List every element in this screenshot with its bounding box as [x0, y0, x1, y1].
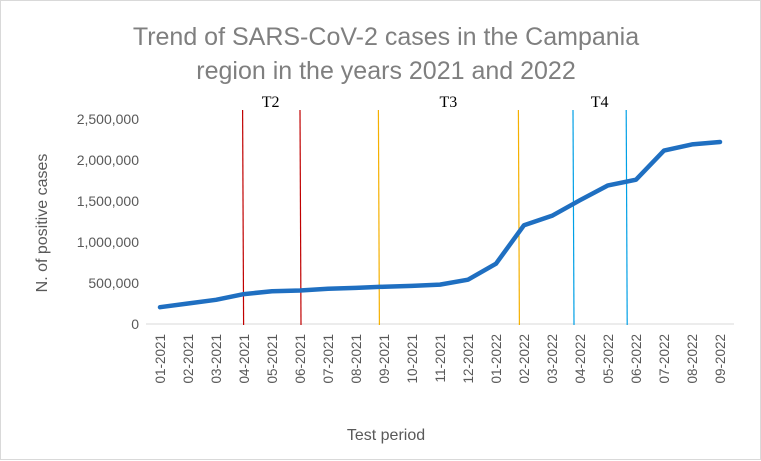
y-tick-label: 2,000,000	[77, 152, 139, 168]
data-point	[410, 284, 414, 288]
x-tick-label: 11-2021	[433, 334, 448, 383]
x-tick-label: 06-2022	[629, 334, 644, 384]
x-tick-label: 01-2022	[489, 334, 504, 384]
period-markers	[242, 109, 628, 326]
y-tick-label: 0	[131, 316, 139, 332]
x-tick-label: 06-2021	[293, 334, 308, 384]
x-tick-label: 01-2021	[153, 334, 168, 384]
y-tick-label: 2,500,000	[77, 111, 139, 127]
x-tick-label: 07-2022	[657, 334, 672, 384]
chart-title-line-2: region in the years 2021 and 2022	[196, 57, 575, 85]
period-marker-line	[625, 109, 628, 326]
x-axis-label: Test period	[347, 427, 425, 444]
x-tick-label: 05-2022	[601, 334, 616, 384]
data-point	[606, 183, 610, 187]
x-tick-label: 10-2021	[405, 334, 420, 384]
data-point	[298, 289, 302, 293]
period-label: T3	[440, 94, 458, 111]
data-point	[662, 149, 666, 153]
data-point	[354, 286, 358, 290]
data-points	[158, 140, 722, 309]
data-point	[634, 178, 638, 182]
x-tick-label: 04-2021	[237, 334, 252, 384]
data-point	[326, 287, 330, 291]
period-label: T4	[591, 94, 609, 111]
x-axis-ticks: 01-2021 02-2021 03-2021 04-2021 05-2021 06-20…	[153, 334, 728, 384]
y-tick-label: 500,000	[88, 275, 139, 291]
x-tick-label: 08-2022	[685, 334, 700, 384]
period-marker-line	[242, 109, 245, 326]
period-marker-line	[377, 109, 380, 326]
data-point	[690, 142, 694, 146]
x-tick-label: 02-2021	[181, 334, 196, 384]
data-point	[550, 214, 554, 218]
period-marker-line	[517, 109, 521, 326]
y-axis-ticks: 0 500,000 1,000,000 1,500,000 2,000,000 2,500…	[77, 111, 140, 332]
x-tick-label: 12-2021	[461, 334, 476, 384]
data-point	[270, 289, 274, 293]
data-point	[718, 140, 722, 144]
chart-title: Trend of SARS-CoV-2 cases in the Campani…	[133, 23, 639, 85]
x-tick-label: 04-2022	[573, 334, 588, 384]
x-tick-label: 08-2021	[349, 334, 364, 384]
data-point	[242, 292, 246, 296]
data-point	[578, 198, 582, 202]
x-tick-label: 03-2021	[209, 334, 224, 384]
period-marker-line	[299, 109, 302, 326]
data-point	[494, 262, 498, 266]
y-tick-label: 1,500,000	[77, 193, 139, 209]
x-tick-label: 09-2022	[713, 334, 728, 384]
data-point	[466, 278, 470, 282]
data-point	[186, 302, 190, 305]
y-axis-label: N. of positive cases	[34, 154, 51, 293]
period-labels: T2 T3 T4	[262, 94, 609, 111]
x-tick-label: 02-2022	[517, 334, 532, 384]
data-point	[438, 283, 442, 287]
chart-title-line-1: Trend of SARS-CoV-2 cases in the Campani…	[133, 23, 639, 51]
x-tick-label: 03-2022	[545, 334, 560, 384]
period-label: T2	[262, 94, 280, 111]
y-tick-label: 1,000,000	[77, 234, 139, 250]
data-point	[382, 285, 386, 289]
x-tick-label: 07-2021	[321, 334, 336, 384]
data-point	[158, 305, 162, 309]
x-tick-label: 09-2021	[377, 334, 392, 384]
data-point	[214, 298, 218, 302]
x-tick-label: 05-2021	[265, 334, 280, 384]
data-point	[522, 223, 526, 227]
period-marker-line	[572, 109, 575, 326]
